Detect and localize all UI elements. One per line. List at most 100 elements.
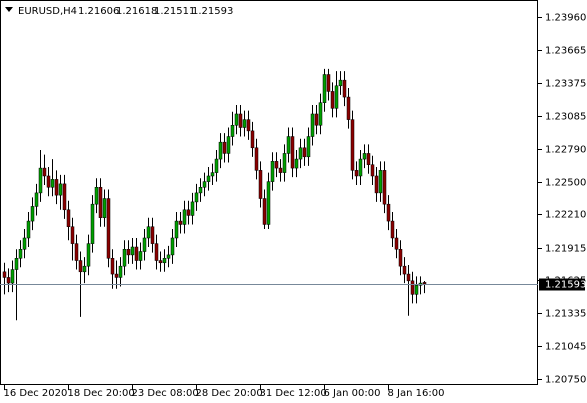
candle-body — [94, 187, 99, 205]
candle-body — [90, 203, 95, 244]
candle-body — [322, 74, 327, 103]
candle-body — [198, 187, 203, 194]
candle-body — [382, 170, 387, 205]
candle-body — [226, 136, 231, 154]
candle-body — [234, 113, 239, 126]
x-tick-label: 16 Dec 2020 — [4, 388, 68, 399]
candle-body — [410, 280, 415, 295]
candle-body — [126, 249, 131, 256]
plot-area — [0, 68, 538, 321]
candle-body — [230, 125, 235, 137]
candle-body — [246, 119, 251, 132]
candle-body — [282, 153, 287, 173]
x-tick-label: 23 Dec 08:00 — [132, 388, 199, 399]
candle-body — [190, 201, 195, 216]
candle-body — [374, 175, 379, 194]
candle-body — [86, 243, 91, 267]
x-tick-label: 18 Dec 20:00 — [68, 388, 135, 399]
candle-body — [110, 258, 115, 275]
candle-body — [22, 237, 27, 250]
candle-body — [134, 246, 139, 261]
candle-body — [406, 273, 411, 282]
candle-body — [398, 249, 403, 267]
candle-body — [46, 175, 51, 188]
candle-body — [178, 220, 183, 225]
candle-body — [166, 254, 171, 259]
candle-body — [26, 220, 31, 239]
candle-body — [66, 209, 71, 227]
candle-body — [6, 277, 11, 284]
candle-body — [390, 220, 395, 239]
header-close: 1.21593 — [192, 6, 233, 17]
x-tick-label: 6 Jan 00:00 — [324, 388, 381, 399]
candle-body — [78, 260, 83, 273]
candle-body — [334, 85, 339, 109]
candle-body — [174, 220, 179, 239]
candle-body — [122, 249, 127, 267]
candle-body — [254, 147, 259, 171]
candle-body — [262, 198, 267, 225]
candle-body — [54, 179, 59, 196]
candle-body — [366, 153, 371, 165]
candle-body — [370, 164, 375, 177]
candle-body — [206, 175, 211, 182]
candle-body — [118, 265, 123, 278]
candle-body — [346, 96, 351, 120]
candle-body — [30, 206, 35, 222]
candle-body — [142, 237, 147, 252]
candle-body — [342, 79, 347, 98]
candle-body — [286, 136, 291, 154]
candle-body — [18, 249, 23, 259]
candle-body — [102, 198, 107, 218]
candle-body — [170, 237, 175, 256]
y-tick-label: 1.23960 — [545, 13, 586, 24]
candle-body — [186, 209, 191, 216]
candle-body — [214, 158, 219, 173]
candle-body — [2, 271, 7, 278]
y-tick-label: 1.22500 — [545, 178, 586, 189]
candle-body — [318, 102, 323, 126]
y-tick-label: 1.23665 — [545, 46, 586, 57]
y-tick-label: 1.23085 — [545, 112, 586, 123]
candle-body — [306, 136, 311, 158]
y-tick-label: 1.22790 — [545, 145, 586, 156]
candle-body — [82, 265, 87, 273]
candle-body — [146, 226, 151, 239]
candle-body — [314, 113, 319, 126]
candle-body — [354, 170, 359, 177]
y-tick-label: 1.23375 — [545, 79, 586, 90]
y-tick-label: 1.22210 — [545, 210, 586, 221]
candle-body — [310, 113, 315, 137]
candle-body — [222, 141, 227, 154]
candle-body — [62, 183, 67, 211]
candle-body — [422, 282, 427, 285]
candle-body — [194, 192, 199, 203]
candle-body — [202, 181, 207, 188]
candle-body — [350, 119, 355, 171]
candle-body — [358, 158, 363, 177]
candle-body — [50, 179, 55, 188]
price-label-box — [539, 278, 585, 291]
candle-body — [162, 258, 167, 264]
candle-body — [74, 243, 79, 261]
x-tick-label: 8 Jan 16:00 — [388, 388, 445, 399]
candle-body — [138, 251, 143, 261]
candle-body — [218, 141, 223, 160]
candle-body — [210, 172, 215, 177]
candle-body — [270, 161, 275, 182]
candle-body — [298, 147, 303, 160]
candle-body — [278, 167, 283, 173]
x-tick-label: 28 Dec 20:00 — [196, 388, 263, 399]
candle-body — [238, 113, 243, 128]
candle-body — [130, 246, 135, 256]
candle-body — [10, 269, 15, 284]
candle-body — [14, 258, 19, 270]
candle-body — [386, 203, 391, 222]
symbol-title: EURUSD,H4 — [18, 6, 77, 17]
x-tick-label: 31 Dec 12:00 — [260, 388, 327, 399]
collapse-icon[interactable] — [5, 7, 13, 12]
candle-body — [378, 170, 383, 194]
candle-body — [266, 181, 271, 225]
candle-body — [34, 192, 39, 207]
